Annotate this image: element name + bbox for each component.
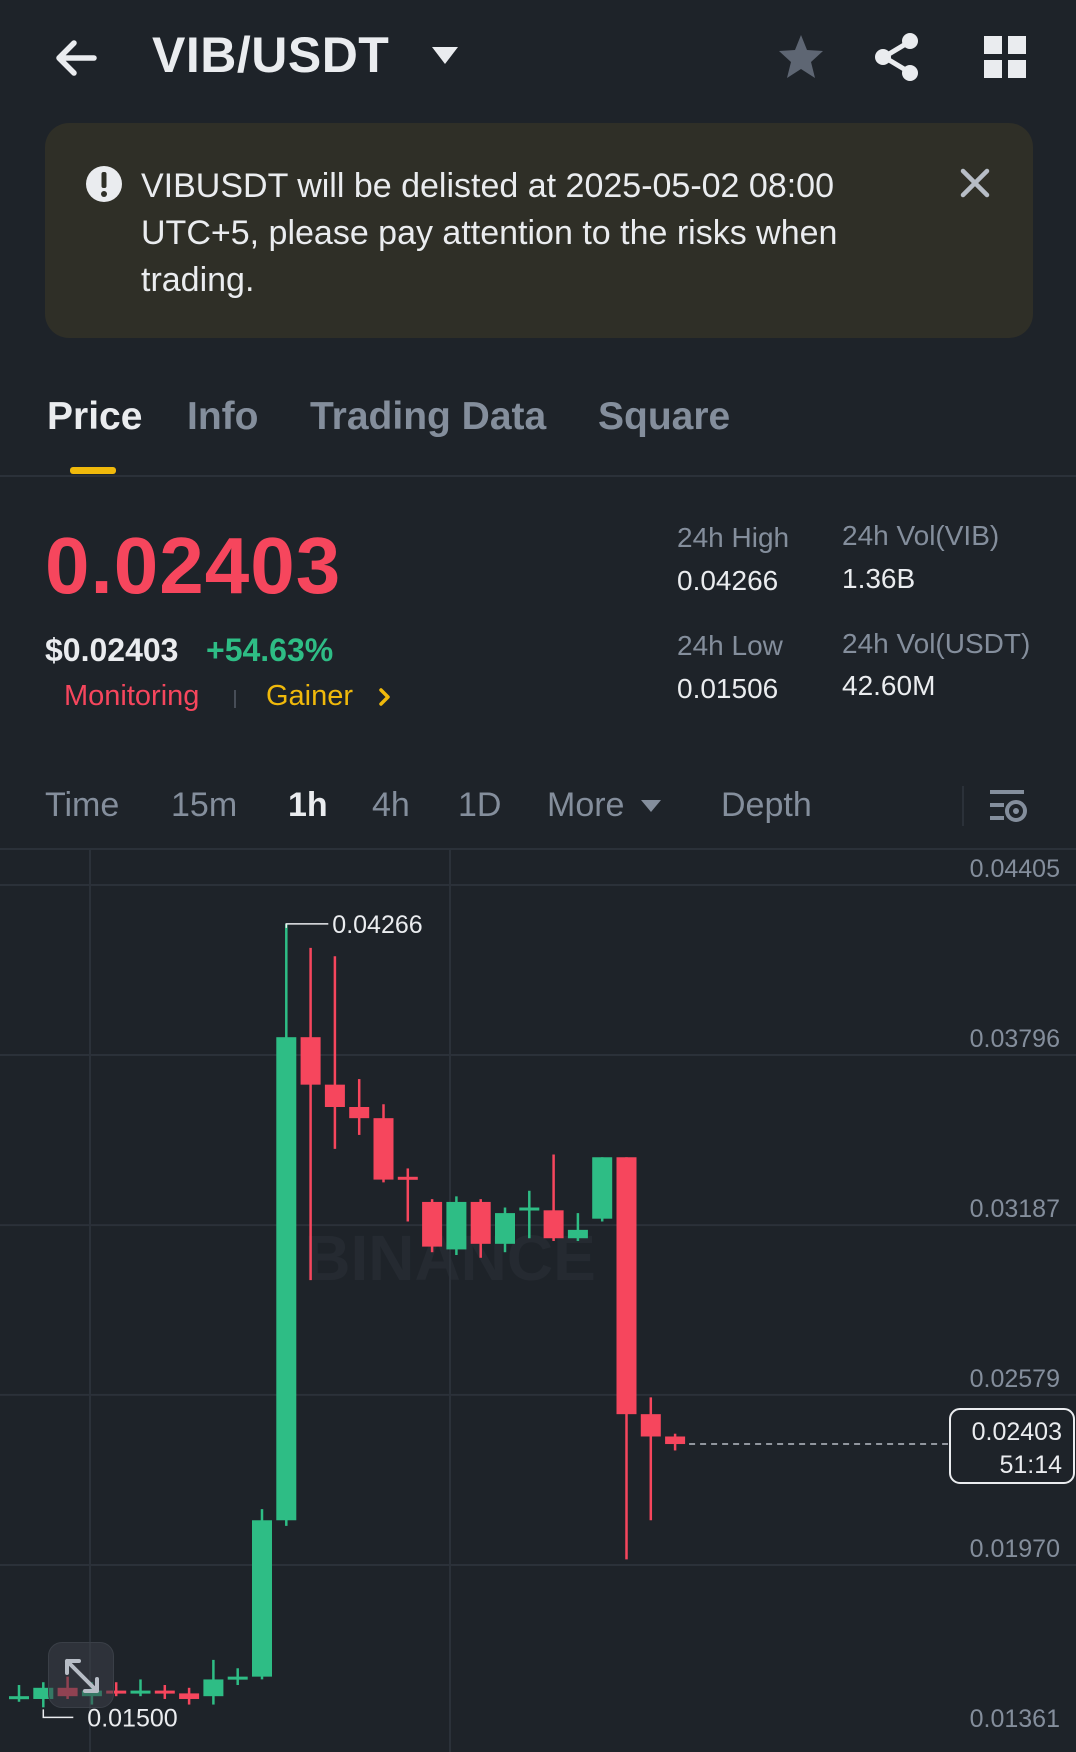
candle-body <box>616 1157 637 1415</box>
interval-time[interactable]: Time <box>45 786 120 824</box>
candle-body <box>203 1679 224 1697</box>
close-icon[interactable] <box>957 165 993 201</box>
high-value: 0.04266 <box>677 565 779 596</box>
tab-square[interactable]: Square <box>598 395 731 438</box>
candle-body <box>519 1207 540 1211</box>
chevron-right-icon[interactable] <box>376 685 394 709</box>
vol-base-value: 1.36B <box>842 563 916 594</box>
candle-body <box>665 1436 686 1445</box>
interval-1h[interactable]: 1h <box>288 786 328 824</box>
header: VIB/USDT <box>0 0 1076 118</box>
last-price: 0.02403 <box>45 521 342 610</box>
price-chart[interactable]: BINANCE 0.044050.037960.031870.025790.01… <box>0 850 1076 1752</box>
expand-icon <box>65 1659 99 1693</box>
usd-price: $0.02403 <box>45 632 179 668</box>
y-tick-label: 0.04405 <box>970 855 1060 883</box>
candle-body <box>640 1414 661 1437</box>
pair-title[interactable]: VIB/USDT <box>152 27 390 83</box>
fullscreen-button[interactable] <box>48 1642 114 1708</box>
gainer-tag[interactable]: Gainer <box>266 680 354 712</box>
y-tick-label: 0.03796 <box>970 1025 1060 1053</box>
caret-down-icon[interactable] <box>430 44 460 68</box>
vol-quote-value: 42.60M <box>842 670 936 701</box>
y-axis-labels: 0.04405 0.03796 0.03187 0.02579 0.01970 0.013… <box>970 855 1060 1733</box>
candle-body <box>397 1176 418 1180</box>
depth-tab[interactable]: Depth <box>721 786 812 824</box>
candle-body <box>495 1213 515 1244</box>
candle-body <box>276 1037 297 1521</box>
chart-settings-icon[interactable] <box>988 784 1028 828</box>
interval-more[interactable]: More <box>547 786 625 824</box>
arrow-left-icon[interactable] <box>48 30 104 86</box>
candles <box>9 923 686 1708</box>
candle-body <box>592 1157 613 1219</box>
chart-grid <box>0 850 1076 1752</box>
candle-body <box>33 1687 54 1699</box>
active-tab-indicator <box>70 467 116 474</box>
low-value: 0.01506 <box>677 673 779 704</box>
interval-bar: Time 15m 1h 4h 1D More Depth <box>0 770 1076 850</box>
candle-body <box>470 1201 491 1244</box>
tag-divider <box>234 690 236 708</box>
interval-15m[interactable]: 15m <box>171 786 238 824</box>
high-label: 24h High <box>677 522 790 553</box>
caret-down-icon[interactable] <box>640 798 662 814</box>
candle-body <box>154 1690 175 1694</box>
candle-body <box>567 1229 588 1239</box>
candle-body <box>9 1696 29 1700</box>
candle-body <box>300 1037 321 1085</box>
low-label: 24h Low <box>677 630 783 661</box>
tab-trading-data[interactable]: Trading Data <box>310 395 547 438</box>
min-marker-line <box>42 1709 74 1719</box>
tab-price[interactable]: Price <box>47 395 143 438</box>
candle-body <box>422 1201 443 1247</box>
candle-body <box>227 1676 248 1680</box>
interval-divider <box>962 786 964 826</box>
candle-body <box>446 1201 467 1250</box>
y-tick-label: 0.01970 <box>970 1535 1060 1563</box>
interval-1d[interactable]: 1D <box>458 786 502 824</box>
vol-base-label: 24h Vol(VIB) <box>842 520 1000 551</box>
share-icon[interactable] <box>872 32 922 82</box>
main-tabs: Price Info Trading Data Square <box>0 395 1076 477</box>
y-tick-label: 0.02579 <box>970 1365 1060 1393</box>
tab-info[interactable]: Info <box>187 395 259 438</box>
current-price-box <box>949 1408 1075 1485</box>
countdown-label: 51:14 <box>999 1451 1062 1479</box>
grid-icon[interactable] <box>980 32 1030 82</box>
candle-body <box>373 1118 394 1180</box>
candle-body <box>106 1690 127 1694</box>
annotations: 0.04266 0.01500 0.02403 51:14 <box>42 911 1075 1732</box>
vol-quote-label: 24h Vol(USDT) <box>842 628 1031 659</box>
exclamation-circle-icon <box>86 166 122 202</box>
monitoring-tag[interactable]: Monitoring <box>64 680 200 712</box>
notice-message: VIBUSDT will be delisted at 2025-05-02 0… <box>141 167 838 299</box>
candle-body <box>252 1520 272 1677</box>
current-price-label: 0.02403 <box>972 1418 1062 1446</box>
max-price-label: 0.04266 <box>332 911 422 939</box>
candle-body <box>543 1210 564 1239</box>
star-icon[interactable] <box>776 32 826 82</box>
y-tick-label: 0.01361 <box>970 1705 1060 1733</box>
max-marker-line <box>285 923 329 928</box>
candle-body <box>349 1106 370 1119</box>
price-change: +54.63% <box>206 632 334 668</box>
interval-4h[interactable]: 4h <box>372 786 410 824</box>
delist-notice: VIBUSDT will be delisted at 2025-05-02 0… <box>45 123 1033 338</box>
candle-body <box>179 1693 200 1699</box>
y-tick-label: 0.03187 <box>970 1195 1060 1223</box>
min-price-label: 0.01500 <box>87 1704 177 1732</box>
candle-body <box>130 1690 151 1694</box>
candle-body <box>324 1084 345 1107</box>
